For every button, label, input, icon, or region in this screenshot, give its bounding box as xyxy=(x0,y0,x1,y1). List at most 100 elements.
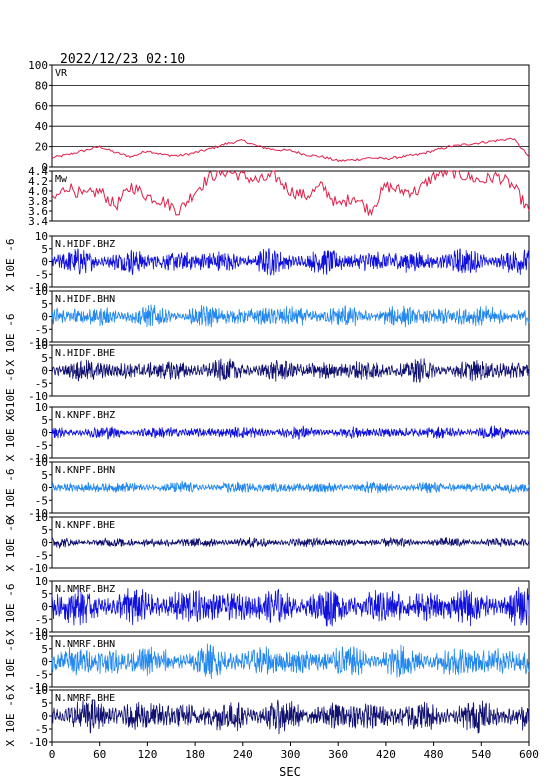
panel-label: N.HIDF.BHE xyxy=(55,348,115,359)
panel-frame xyxy=(51,635,530,688)
y-tick-label: -10 xyxy=(28,336,48,349)
panel-label: N.KNPF.BHE xyxy=(55,520,115,531)
y-axis-unit-label: X 10E -6 xyxy=(4,519,17,572)
series-line xyxy=(51,137,530,163)
y-tick-label: 40 xyxy=(35,120,48,133)
waveform-trace xyxy=(51,425,530,441)
waveform-trace xyxy=(51,480,530,495)
y-tick-label: -10 xyxy=(28,681,48,694)
panel-label: N.KNPF.BHZ xyxy=(55,410,115,421)
y-tick-label: 5 xyxy=(41,243,48,256)
y-tick-label: -10 xyxy=(28,507,48,520)
y-tick-label: 0 xyxy=(41,161,48,174)
y-axis-unit-label: X 10E -6 xyxy=(4,369,17,422)
waveform-trace xyxy=(51,643,530,679)
panel-label: N.NMRF.BHE xyxy=(55,693,115,704)
x-axis: 0 60 120 180 240 300 360 420 480 540 600 xyxy=(49,742,539,761)
y-tick-label: -5 xyxy=(35,549,48,562)
y-tick-label: 10 xyxy=(35,511,48,524)
y-tick-label: -10 xyxy=(28,626,48,639)
y-tick-label: -5 xyxy=(35,723,48,736)
y-tick-label: -5 xyxy=(35,494,48,507)
y-tick-label: 10 xyxy=(35,575,48,588)
y-axis-unit-label: X 10E -6 xyxy=(4,314,17,367)
waveform-trace xyxy=(51,248,530,277)
y-tick-label: 5 xyxy=(41,524,48,537)
y-tick-label: 10 xyxy=(35,401,48,414)
y-tick-label: 0 xyxy=(41,482,48,495)
y-tick-label: -5 xyxy=(35,613,48,626)
y-axis-unit-label: X 10E -6 xyxy=(4,469,17,522)
panel-label: Mw xyxy=(55,174,68,185)
y-axis-unit-label: X 10E -6 xyxy=(4,409,17,462)
y-tick-label: 4.2 xyxy=(28,175,48,188)
y-tick-label: 20 xyxy=(35,141,48,154)
y-tick-label: 5 xyxy=(41,697,48,710)
y-tick-label: -5 xyxy=(35,268,48,281)
panel-label: VR xyxy=(55,68,68,79)
y-tick-label: 4.0 xyxy=(28,185,48,198)
series-line xyxy=(51,169,530,217)
y-tick-label: 3.4 xyxy=(28,215,48,228)
panel-label: N.NMRF.BHN xyxy=(55,639,115,650)
x-tick-label: 600 xyxy=(519,748,539,761)
x-tick-label: 300 xyxy=(281,748,301,761)
panel-label: N.HIDF.BHZ xyxy=(55,239,115,250)
y-tick-label: -5 xyxy=(35,668,48,681)
y-tick-label: -5 xyxy=(35,323,48,336)
y-tick-label: 0 xyxy=(41,256,48,269)
y-tick-label: 10 xyxy=(35,684,48,697)
y-tick-label: 4.4 xyxy=(28,165,48,178)
waveform-trace xyxy=(51,304,530,328)
y-tick-label: 10 xyxy=(35,285,48,298)
y-tick-label: 80 xyxy=(35,79,48,92)
y-tick-label: 0 xyxy=(41,537,48,550)
y-tick-label: 0 xyxy=(41,656,48,669)
y-tick-label: 0 xyxy=(41,427,48,440)
panel-label: N.HIDF.BHN xyxy=(55,294,115,305)
panel-label: N.KNPF.BHN xyxy=(55,465,115,476)
panel-mw: 3.43.63.84.04.24.4 Mw xyxy=(28,165,530,228)
panel-vr: 0 20 40 60 80 100 VR xyxy=(28,59,530,174)
y-tick-label: 10 xyxy=(35,630,48,643)
x-tick-label: 480 xyxy=(424,748,444,761)
y-tick-label: -10 xyxy=(28,452,48,465)
y-tick-label: 10 xyxy=(35,456,48,469)
y-tick-label: 100 xyxy=(28,59,48,72)
x-tick-label: 0 xyxy=(49,748,56,761)
panel-frame xyxy=(51,170,530,222)
panel-frame xyxy=(51,64,530,168)
waveform-trace xyxy=(51,536,530,549)
y-tick-label: 60 xyxy=(35,100,48,113)
figure-title: 2022/12/23 02:10 xyxy=(60,52,185,67)
y-axis-unit-label: X 10E -6 xyxy=(4,584,17,637)
y-tick-label: -5 xyxy=(35,377,48,390)
panels: 020406080100VR3.43.63.84.04.24.4Mw-10-50… xyxy=(4,59,530,749)
x-tick-label: 60 xyxy=(93,748,106,761)
y-tick-label: 5 xyxy=(41,469,48,482)
y-tick-label: 5 xyxy=(41,352,48,365)
y-axis-unit-label: X 10E -6 xyxy=(4,639,17,692)
y-tick-label: -10 xyxy=(28,562,48,575)
x-tick-label: 360 xyxy=(328,748,348,761)
y-tick-label: 3.6 xyxy=(28,205,48,218)
y-tick-label: 0 xyxy=(41,710,48,723)
y-tick-label: 5 xyxy=(41,414,48,427)
y-tick-label: 0 xyxy=(41,365,48,378)
waveform-trace xyxy=(51,699,530,735)
x-tick-label: 240 xyxy=(233,748,253,761)
y-tick-label: 10 xyxy=(35,230,48,243)
x-axis-label: SEC xyxy=(279,765,301,779)
y-axis-unit-label: X 10E -6 xyxy=(4,694,17,747)
panel-label: N.NMRF.BHZ xyxy=(55,584,115,595)
y-axis-unit-label: X 10E -6 xyxy=(4,239,17,292)
y-tick-label: 5 xyxy=(41,298,48,311)
y-tick-label: 0 xyxy=(41,601,48,614)
x-tick-label: 180 xyxy=(185,748,205,761)
y-tick-label: 5 xyxy=(41,588,48,601)
y-tick-label: -10 xyxy=(28,281,48,294)
